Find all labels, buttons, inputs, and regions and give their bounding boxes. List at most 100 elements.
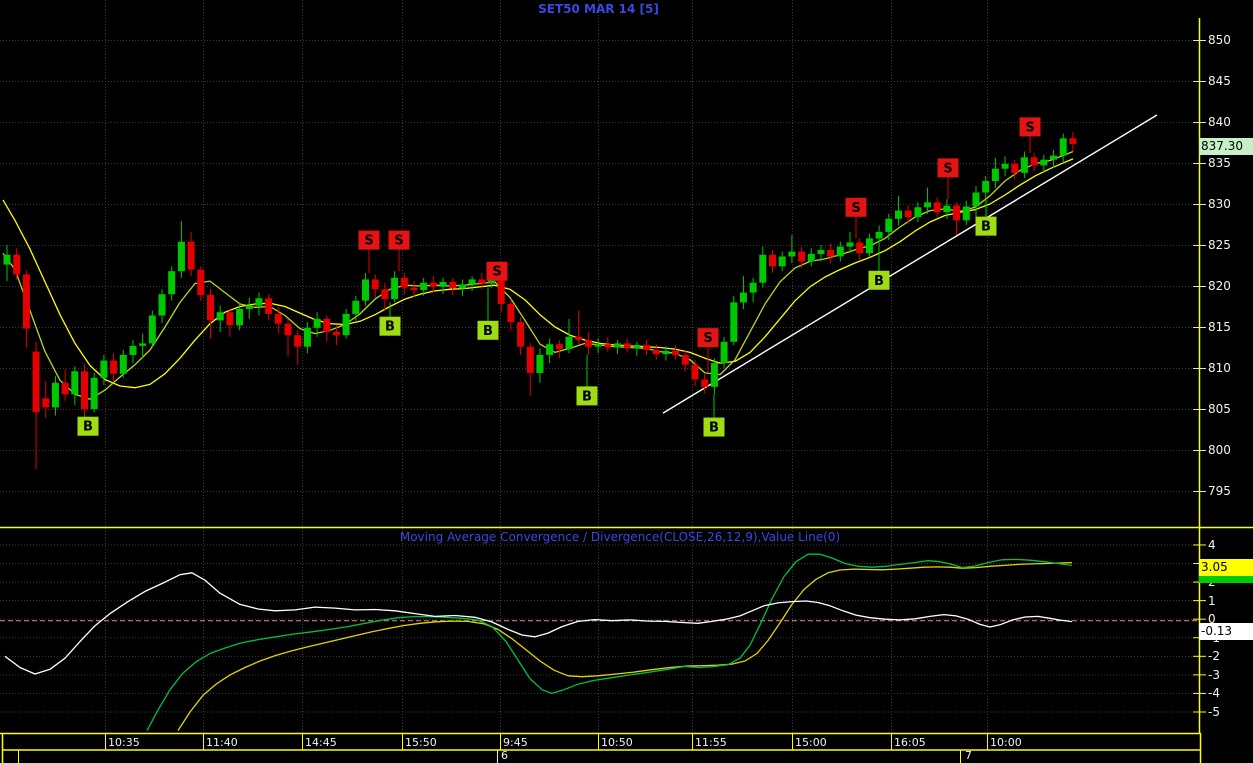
candle-body (207, 295, 214, 321)
time-tick-label: 14:45 (305, 736, 337, 749)
candle-body (982, 181, 990, 193)
candle-body (652, 350, 660, 355)
macd-white-line (4, 572, 1073, 675)
candle-body (914, 207, 922, 218)
macd-tick-label: 1 (1208, 593, 1216, 608)
price-tick-label: 795 (1208, 484, 1231, 498)
candle-body (962, 206, 970, 221)
signal-letter: S (703, 331, 712, 346)
signal-letter: B (83, 420, 93, 435)
price-tick-label: 800 (1208, 443, 1231, 457)
candle-body (1020, 157, 1028, 173)
candle-body (362, 279, 369, 301)
time-tick-label: 15:50 (405, 736, 437, 749)
candle-body (769, 254, 776, 267)
candle-body (788, 251, 796, 257)
candle-body (274, 313, 282, 324)
candle-body (245, 305, 253, 309)
candle-body (827, 249, 835, 257)
candle-body (1059, 138, 1067, 156)
candle-body (546, 344, 554, 355)
price-tick-label: 810 (1208, 361, 1231, 375)
candle-body (381, 289, 389, 300)
signal-letter: S (394, 234, 403, 249)
price-tick-label: 830 (1208, 197, 1231, 211)
candle-body (458, 284, 466, 289)
candle-body (507, 304, 515, 322)
signal-letter: B (981, 220, 991, 235)
candle-body (255, 298, 263, 306)
buy-marker (77, 416, 99, 436)
candle-body (662, 350, 670, 355)
candle-body (3, 254, 11, 265)
candle-body (1069, 138, 1077, 145)
time-tick-label: 10:50 (601, 736, 633, 749)
candle-body (129, 345, 137, 355)
macd-tick-label: -4 (1208, 686, 1220, 701)
ma-slow-line (2, 158, 1074, 389)
macd-tick-label: 4 (1208, 537, 1216, 552)
candle-body (526, 346, 534, 373)
candle-body (497, 275, 505, 304)
candle-body (226, 312, 234, 326)
price-tick-label: 805 (1208, 402, 1231, 416)
ma-fast-line (2, 150, 1074, 400)
sell-marker (486, 261, 508, 281)
candle-body (895, 210, 902, 219)
macd-yellow-line (177, 561, 1073, 731)
candle-body (943, 205, 951, 213)
candle-body (623, 343, 631, 349)
candle-body (400, 277, 408, 288)
date-tick-label: 7 (965, 749, 972, 762)
candle-body (32, 351, 40, 413)
candle-body (972, 192, 980, 207)
candle-body (798, 251, 806, 262)
candle-body (177, 241, 185, 272)
indicator-title: Moving Average Convergence / Divergence(… (399, 530, 841, 544)
price-tick-label: 835 (1208, 156, 1231, 170)
date-tick-label: 6 (501, 749, 508, 762)
candle-body (555, 344, 563, 350)
candle-body (681, 354, 689, 365)
candle-body (42, 398, 50, 408)
chart-title: SET50 MAR 14 [5] (538, 2, 659, 16)
buy-marker (975, 216, 997, 236)
candle-body (846, 242, 854, 247)
buy-marker (576, 386, 598, 406)
candle-body (575, 336, 583, 341)
candle-body (904, 210, 912, 218)
candle-body (865, 238, 873, 254)
candle-body (604, 344, 612, 348)
candle-body (371, 279, 379, 290)
macd-tick-label: -2 (1208, 649, 1220, 664)
candle-body (236, 309, 244, 326)
sell-marker (845, 197, 867, 217)
buy-marker (868, 270, 890, 290)
candle-body (584, 340, 592, 347)
candle-body (148, 315, 156, 344)
candle-body (265, 298, 273, 314)
signal-letter: S (364, 234, 373, 249)
price-tick-label: 820 (1208, 279, 1231, 293)
candle-body (710, 363, 718, 387)
candle-body (730, 302, 738, 342)
macd-tick-label: -5 (1208, 705, 1220, 719)
time-tick-label: 16:05 (894, 736, 926, 749)
candle-body (778, 256, 786, 267)
time-tick-label: 11:40 (206, 736, 238, 749)
candle-body (449, 281, 457, 289)
candle-body (303, 327, 311, 347)
sell-marker (697, 328, 719, 348)
candle-body (536, 354, 544, 373)
signal-letter: B (582, 389, 592, 404)
candle-body (187, 241, 195, 270)
candle-body (439, 281, 447, 287)
candle-body (323, 318, 331, 332)
candle-body (875, 231, 883, 239)
candle-body (924, 202, 931, 208)
candle-body (216, 312, 224, 321)
signal-letter: S (943, 161, 952, 176)
candle-body (720, 341, 728, 364)
